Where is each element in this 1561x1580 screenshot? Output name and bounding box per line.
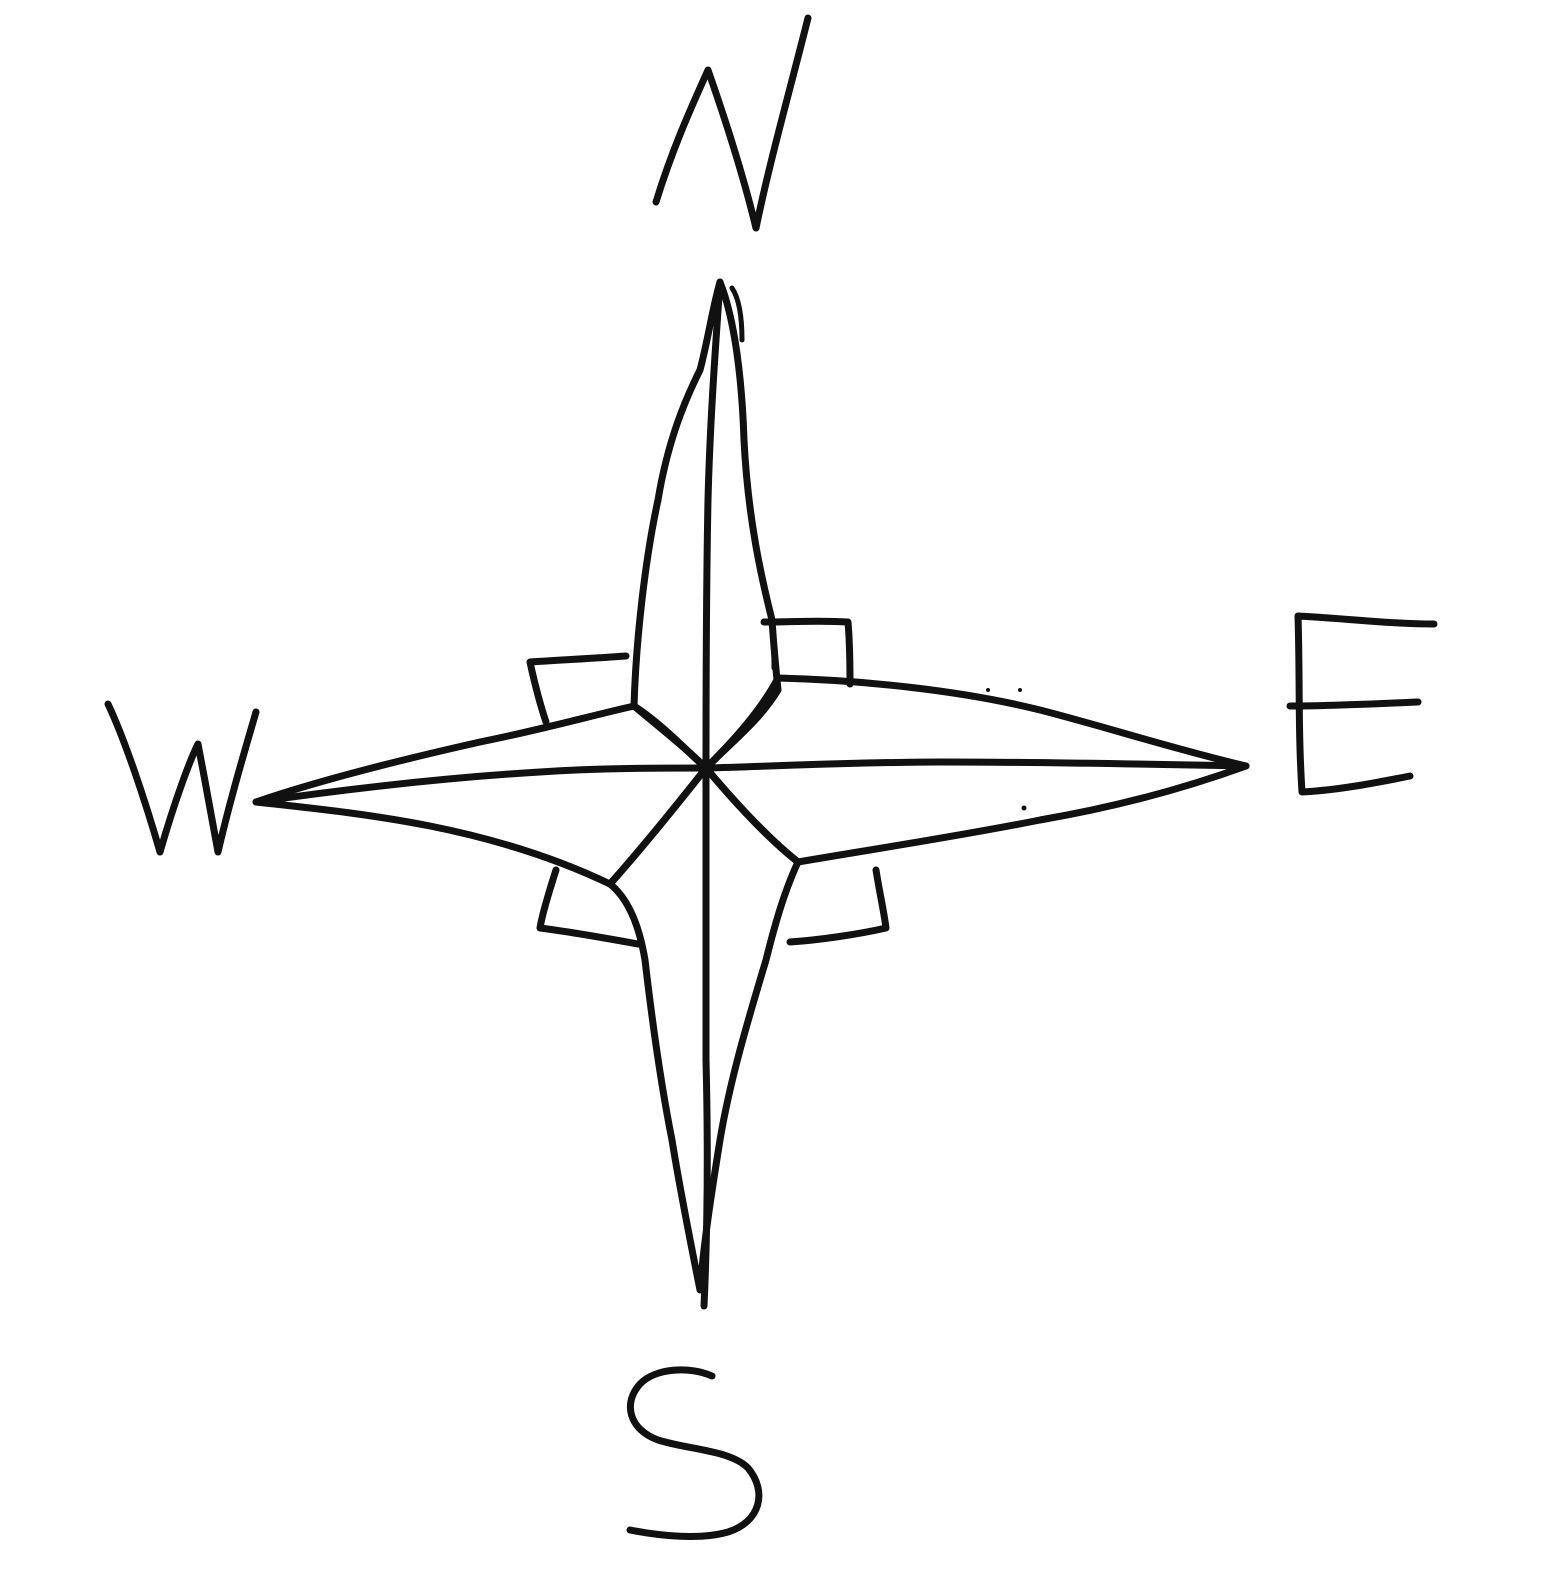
diagonal-ne-sw [606,686,782,888]
ink-speck [1018,688,1022,692]
north-spine [702,278,724,772]
east-point [702,674,1250,866]
north-tip-offset [729,285,745,343]
ink-speck [986,688,990,692]
west-letter: W [104,700,260,856]
compass-star [252,278,1250,1310]
diagonal-nw-se [630,702,802,866]
se-flag [786,866,890,946]
ne-flag [760,617,854,688]
east-letter: E [1286,612,1438,796]
east-spine [702,758,1250,772]
west-spine [252,764,710,806]
ink-speck [1021,805,1027,811]
ne-flag-inner [769,621,777,671]
nw-flag [526,652,630,726]
sw-flag [536,866,642,948]
north-letter: N [652,14,812,232]
south-letter: S [626,1366,763,1540]
south-spine [700,764,711,1310]
